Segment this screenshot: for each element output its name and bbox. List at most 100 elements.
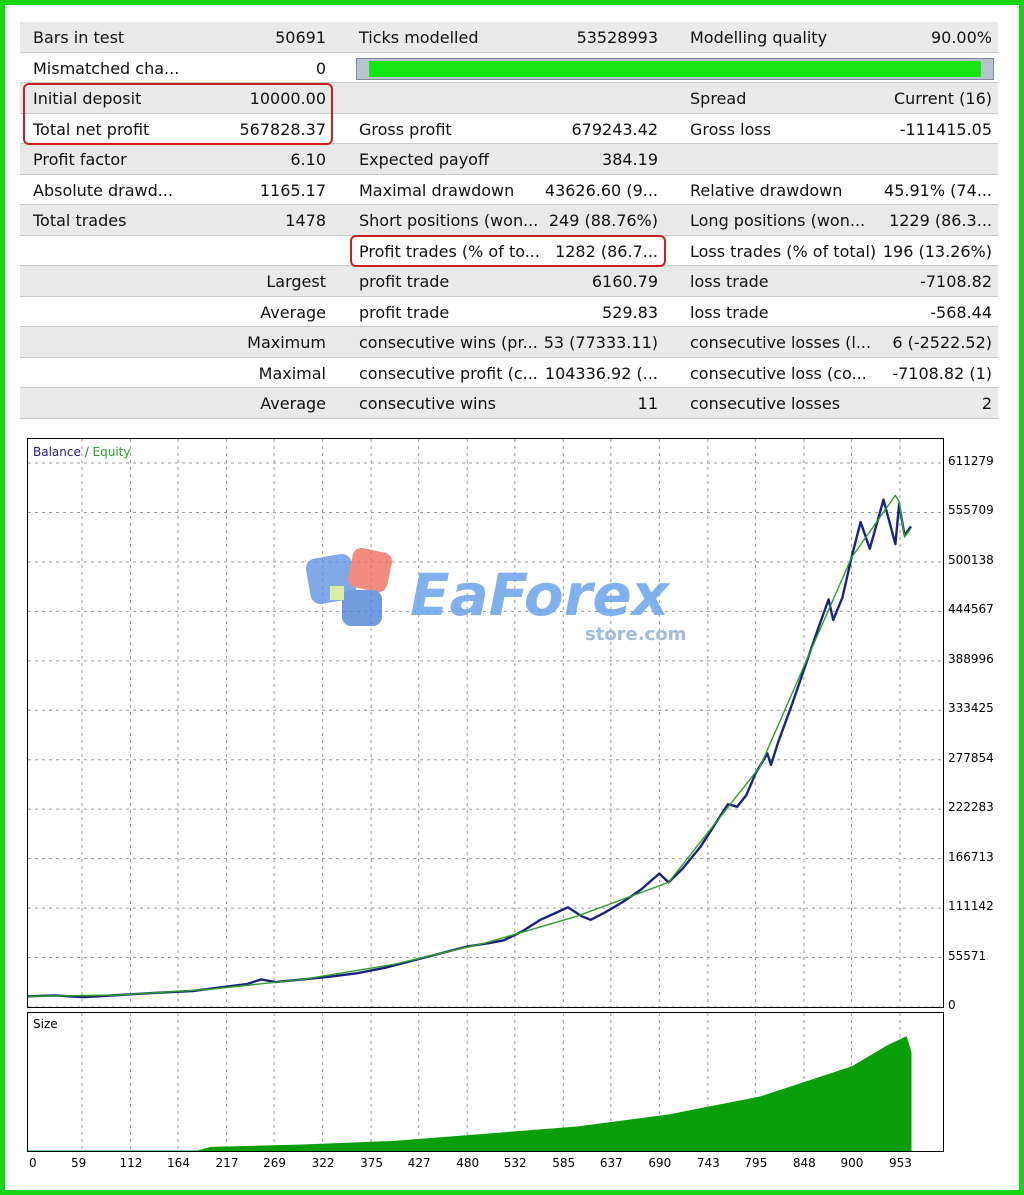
report-row: Profit factor 6.10 Expected payoff 384.19 (20, 144, 998, 175)
report-value: 6 (-2522.52) (892, 333, 992, 352)
watermark-brand: EaForex (410, 561, 671, 629)
report-label: Expected payoff (359, 150, 489, 169)
report-label: Gross profit (359, 119, 452, 139)
report-value: 53 (77333.11) (543, 333, 658, 352)
report-value: 6.10 (290, 150, 326, 169)
report-label: Profit factor (33, 150, 127, 169)
report-row: Average profit trade 529.83 loss trade -568.… (20, 297, 998, 327)
highlight-deposit-profit (23, 83, 333, 145)
report-row: Average consecutive wins 11 consecutive los… (20, 388, 998, 419)
y-tick-label: 166713 (948, 849, 994, 864)
report-label: consecutive loss (co... (690, 363, 867, 383)
report-value: -111415.05 (899, 119, 992, 139)
report-value: 0 (315, 58, 326, 78)
x-tick-label: 532 (503, 1156, 527, 1170)
y-tick-label: 555709 (948, 503, 994, 518)
report-value: 529.83 (602, 302, 658, 322)
report-value: -568.44 (930, 302, 992, 322)
size-chart-panel (27, 1012, 944, 1152)
y-tick-label: 611279 (948, 454, 994, 468)
report-value: Average (260, 302, 326, 322)
x-tick-label: 900 (840, 1156, 864, 1170)
report-label: Short positions (won... (359, 211, 539, 230)
report-label: consecutive profit (c... (359, 363, 538, 383)
x-tick-label: 269 (263, 1156, 287, 1170)
report-label: consecutive wins (pr... (359, 333, 538, 352)
report-label (33, 358, 193, 388)
y-tick-label: 277854 (948, 750, 994, 765)
legend-balance: Balance (33, 445, 81, 459)
report-label: Gross loss (690, 119, 772, 139)
report-label: Absolute drawd... (33, 180, 174, 200)
report-label: Relative drawdown (690, 180, 843, 200)
report-label: Total net profit (33, 119, 150, 139)
x-tick-label: 743 (696, 1156, 720, 1170)
balance-chart (27, 439, 943, 1008)
report-row: Total net profit 567828.37 Gross profit 679… (20, 114, 998, 144)
x-tick-label: 322 (311, 1156, 335, 1170)
legend-separator: / (84, 445, 93, 459)
x-tick-label: 848 (792, 1156, 816, 1170)
report-label: Modelling quality (690, 28, 828, 47)
x-tick-label: 585 (552, 1156, 576, 1170)
report-value: Maximal (258, 363, 326, 383)
report-label (33, 327, 193, 357)
x-tick-label: 480 (456, 1156, 480, 1170)
report-label: profit trade (359, 272, 450, 291)
report-value: -7108.82 (920, 272, 992, 291)
report-value: 6160.79 (591, 272, 658, 291)
report-value: 45.91% (74... (884, 180, 992, 200)
y-tick-label: 0 (948, 998, 956, 1012)
report-label: Total trades (33, 211, 127, 230)
y-tick-label: 444567 (948, 602, 994, 617)
report-value: 196 (13.26%) (882, 241, 992, 261)
report-row: Bars in test 50691 Ticks modelled 53528993 M… (20, 22, 998, 53)
highlight-profit-trades (350, 235, 666, 267)
report-label: Ticks modelled (359, 28, 479, 47)
report-label (33, 297, 193, 327)
report-value: 1165.17 (259, 180, 326, 200)
report-label: Bars in test (33, 28, 125, 47)
report-row: Total trades 1478 Short positions (won... 2… (20, 205, 998, 236)
x-tick-label: 690 (648, 1156, 672, 1170)
x-tick-label: 0 (29, 1156, 37, 1170)
report-label: loss trade (690, 272, 769, 291)
x-tick-label: 427 (407, 1156, 431, 1170)
report-value: 11 (637, 394, 658, 413)
report-value: Current (16) (893, 89, 992, 108)
report-value: 10000.00 (249, 89, 326, 108)
x-tick-label: 217 (215, 1156, 239, 1170)
report-value: Average (260, 394, 326, 413)
report-label (359, 83, 549, 113)
report-label (33, 236, 193, 266)
report-label: consecutive wins (359, 394, 496, 413)
x-tick-label: 112 (119, 1156, 143, 1170)
report-label: profit trade (359, 302, 450, 322)
x-tick-label: 795 (744, 1156, 768, 1170)
x-tick-label: 637 (599, 1156, 623, 1170)
report-label: Spread (690, 89, 747, 108)
report-label: consecutive losses (690, 394, 841, 413)
report-value: 43626.60 (9... (544, 180, 658, 200)
report-value (170, 236, 326, 266)
report-value: Largest (266, 272, 326, 291)
report-value (540, 83, 658, 113)
report-value: Maximum (247, 333, 326, 352)
report-label: consecutive losses (l... (690, 333, 872, 352)
report-label: Profit trades (% of to... (359, 241, 540, 261)
eaforex-watermark-logo: EaForex store.com (305, 547, 686, 645)
report-value: 679243.42 (571, 119, 658, 139)
report-label: Maximal drawdown (359, 180, 515, 200)
chart-legend: Balance / Equity (33, 445, 131, 459)
report-label (33, 388, 193, 418)
size-chart-title: Size (33, 1017, 58, 1031)
x-tick-label: 59 (70, 1156, 87, 1170)
report-value: -7108.82 (1) (892, 363, 992, 383)
series-line-equity (27, 494, 912, 997)
report-table: Bars in test 50691 Ticks modelled 53528993 M… (20, 22, 998, 419)
report-row: Absolute drawd... 1165.17 Maximal drawdown… (20, 175, 998, 205)
report-label: loss trade (690, 302, 769, 322)
report-value: 2 (981, 394, 992, 413)
report-label: Mismatched cha... (33, 58, 180, 78)
